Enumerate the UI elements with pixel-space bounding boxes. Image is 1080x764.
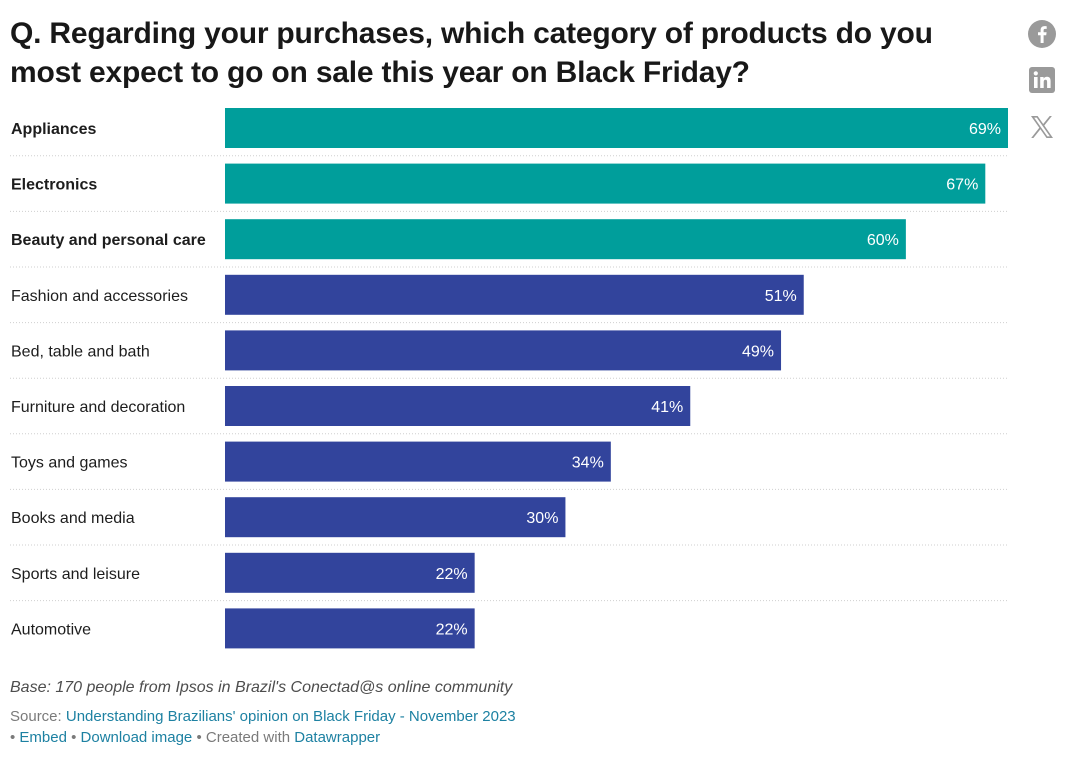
x-icon [1031, 116, 1053, 138]
bar [225, 163, 986, 204]
chart-title: Q. Regarding your purchases, which categ… [10, 17, 933, 89]
value-label: 34% [572, 455, 604, 472]
category-label: Bed, table and bath [11, 343, 150, 360]
value-label: 22% [436, 566, 468, 583]
value-label: 49% [742, 343, 774, 360]
category-label: Electronics [11, 177, 97, 194]
category-label: Books and media [11, 510, 135, 527]
bar [225, 441, 611, 482]
value-label: 41% [651, 399, 683, 416]
linkedin-icon [1029, 67, 1055, 93]
source-line: Source: Understanding Brazilians' opinio… [10, 706, 910, 727]
bar [225, 552, 475, 593]
value-label: 69% [969, 121, 1001, 138]
embed-link[interactable]: Embed [19, 729, 67, 746]
value-label: 60% [867, 232, 899, 249]
facebook-share-button[interactable] [1027, 19, 1057, 49]
value-label: 51% [765, 288, 797, 305]
footer-actions: • Embed • Download image • Created with … [10, 727, 910, 748]
chart-footer: Source: Understanding Brazilians' opinio… [10, 706, 910, 748]
footer-separator: • [10, 729, 20, 746]
created-with-text: • Created with [192, 729, 295, 746]
x-share-button[interactable] [1027, 112, 1057, 142]
chart-notes: Base: 170 people from Ipsos in Brazil's … [10, 679, 513, 696]
category-label: Sports and leisure [11, 566, 140, 583]
source-link[interactable]: Understanding Brazilians' opinion on Bla… [65, 708, 516, 725]
category-label: Fashion and accessories [11, 288, 188, 305]
bar [225, 386, 691, 426]
facebook-icon [1028, 20, 1056, 48]
category-label: Beauty and personal care [11, 232, 206, 249]
bar [225, 330, 782, 371]
value-label: 67% [946, 177, 978, 194]
value-label: 22% [436, 621, 468, 638]
category-label: Toys and games [11, 455, 128, 472]
category-label: Automotive [11, 621, 91, 638]
bar [225, 608, 475, 649]
bar [225, 108, 1008, 148]
linkedin-share-button[interactable] [1027, 65, 1057, 95]
bar [225, 274, 804, 315]
horizontal-bar-chart: Appliances 69% Electronics 67% Beauty and pe… [10, 108, 1008, 649]
source-prefix: Source: [10, 708, 66, 725]
footer-separator: • [66, 729, 81, 746]
download-image-link[interactable]: Download image [80, 729, 193, 746]
value-label: 30% [526, 510, 558, 527]
datawrapper-link[interactable]: Datawrapper [294, 729, 381, 746]
bar [225, 497, 566, 538]
category-label: Furniture and decoration [11, 399, 185, 416]
bar [225, 219, 906, 260]
category-label: Appliances [11, 121, 96, 138]
